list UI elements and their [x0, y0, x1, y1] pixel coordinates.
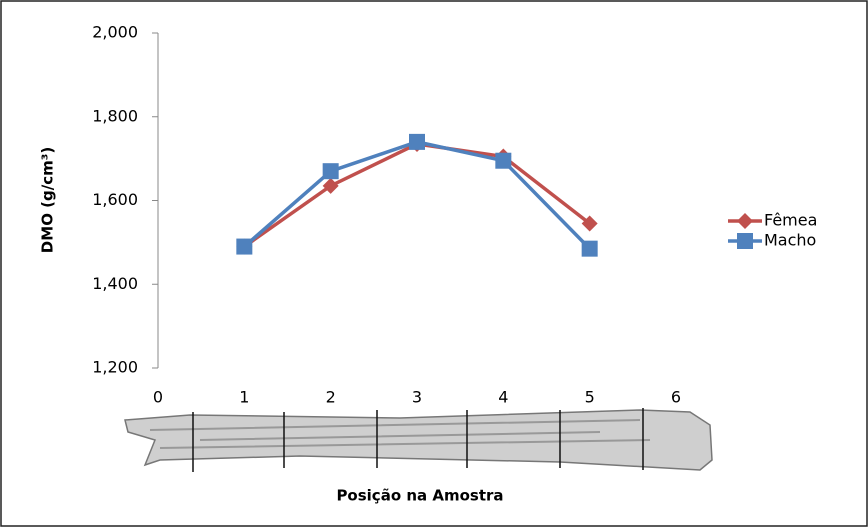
bone-image [124, 408, 713, 472]
legend-marker [737, 213, 753, 229]
y-tick-label: 1,600 [92, 190, 138, 209]
x-tick-label: 3 [412, 388, 422, 407]
x-tick-label: 5 [585, 388, 595, 407]
x-axis-label: Posição na Amostra [336, 487, 503, 505]
marker [322, 163, 339, 180]
x-tick-label: 0 [153, 388, 163, 407]
marker [409, 133, 425, 150]
legend-label: Macho [764, 231, 816, 250]
legend-marker [737, 233, 753, 249]
y-tick-label: 1,200 [92, 358, 138, 377]
marker [322, 177, 339, 194]
y-tick-label: 1,400 [92, 274, 138, 293]
marker [581, 240, 598, 257]
x-tick-label: 2 [326, 388, 336, 407]
marker [236, 238, 253, 255]
marker [581, 215, 598, 232]
x-tick-label: 4 [498, 388, 508, 407]
y-tick-label: 2,000 [92, 23, 138, 42]
x-tick-label: 6 [671, 388, 681, 407]
x-tick-label: 1 [239, 388, 249, 407]
y-axis-label: DMO (g/cm³) [39, 147, 57, 253]
y-tick-label: 1,800 [92, 106, 138, 125]
marker [495, 152, 512, 169]
legend-label: Fêmea [764, 211, 817, 230]
